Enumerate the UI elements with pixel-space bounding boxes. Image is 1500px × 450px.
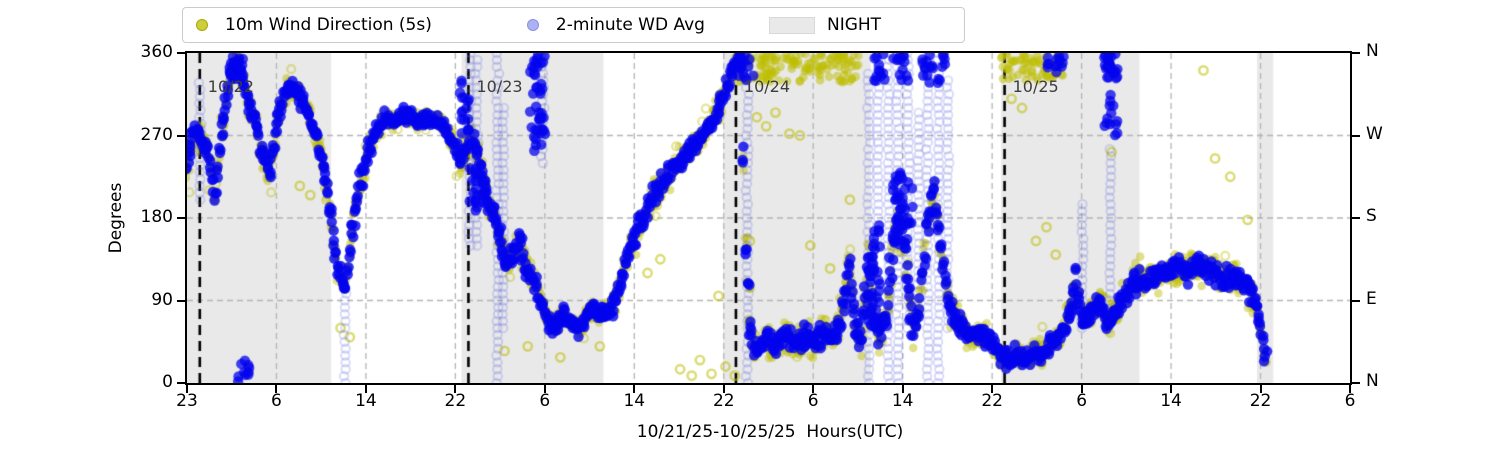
- x-tick-label: 6: [1344, 391, 1356, 411]
- x-tick-label: 22: [981, 391, 1003, 411]
- x-tick-label: 22: [1249, 391, 1272, 411]
- x-tick-label: 6: [271, 391, 282, 411]
- y-tick-mark-left: [177, 299, 185, 302]
- x-tick-mark: [1259, 385, 1262, 393]
- legend-item-night: NIGHT: [768, 15, 882, 35]
- y-tick-mark-left: [177, 52, 185, 54]
- x-axis-title: 10/21/25-10/25/25 Hours(UTC): [636, 422, 904, 442]
- x-tick-label: 6: [807, 391, 819, 411]
- compass-tick-label: E: [1366, 288, 1377, 309]
- x-tick-mark: [722, 385, 725, 393]
- x-tick-mark: [454, 385, 457, 393]
- x-tick-mark: [364, 385, 367, 393]
- y-tick-mark-left: [177, 134, 185, 137]
- y-tick-label: 180: [140, 207, 173, 227]
- x-tick-label: 6: [1076, 391, 1088, 411]
- x-tick-mark: [1170, 385, 1173, 393]
- compass-tick-label: N: [1366, 371, 1379, 391]
- plot-area: [185, 51, 1352, 385]
- x-tick-label: 22: [712, 391, 735, 411]
- legend-item-raw: 10m Wind Direction (5s): [196, 15, 432, 35]
- avg-wind-marker-icon: [526, 19, 539, 31]
- day-label: 10/23: [476, 77, 523, 96]
- x-tick-mark: [543, 385, 546, 393]
- x-tick-label: 14: [1160, 391, 1182, 411]
- y-tick-mark-right: [1352, 217, 1360, 219]
- x-tick-mark: [991, 385, 994, 393]
- y-tick-mark-right: [1352, 382, 1360, 384]
- y-tick-mark-left: [177, 382, 185, 384]
- legend-label-raw: 10m Wind Direction (5s): [225, 15, 432, 35]
- y-tick-label: 270: [140, 124, 173, 145]
- x-tick-mark: [186, 385, 188, 393]
- day-label: 10/22: [207, 77, 254, 96]
- x-tick-label: 14: [623, 391, 646, 411]
- y-tick-mark-right: [1352, 299, 1360, 302]
- x-tick-mark: [812, 385, 815, 393]
- y-tick-mark-right: [1352, 134, 1360, 137]
- wind-direction-scatter-canvas: [187, 53, 1350, 383]
- x-tick-mark: [901, 385, 904, 393]
- x-tick-mark: [1349, 385, 1351, 393]
- day-label: 10/24: [743, 77, 791, 96]
- x-tick-mark: [633, 385, 636, 393]
- x-tick-mark: [1080, 385, 1083, 393]
- legend: 10m Wind Direction (5s) 2-minute WD Avg …: [182, 7, 965, 43]
- legend-label-avg: 2-minute WD Avg: [555, 15, 705, 35]
- legend-item-avg: 2-minute WD Avg: [526, 15, 705, 35]
- raw-wind-marker-icon: [196, 19, 208, 31]
- y-tick-mark-right: [1352, 52, 1360, 54]
- y-tick-label: 360: [140, 42, 173, 62]
- night-patch-icon: [768, 16, 815, 34]
- legend-label-night: NIGHT: [826, 15, 882, 35]
- x-tick-label: 14: [355, 391, 377, 411]
- x-tick-label: 6: [539, 391, 551, 411]
- y-tick-label: 0: [162, 372, 173, 392]
- y-tick-label: 90: [151, 289, 173, 310]
- x-tick-mark: [275, 385, 278, 393]
- compass-tick-label: W: [1366, 123, 1383, 144]
- y-tick-mark-left: [177, 217, 185, 219]
- day-label: 10/25: [1012, 77, 1059, 96]
- x-tick-label: 23: [176, 391, 198, 411]
- compass-tick-label: N: [1366, 41, 1379, 61]
- x-tick-label: 22: [444, 391, 467, 411]
- x-tick-label: 14: [891, 391, 914, 411]
- compass-tick-label: S: [1366, 206, 1377, 226]
